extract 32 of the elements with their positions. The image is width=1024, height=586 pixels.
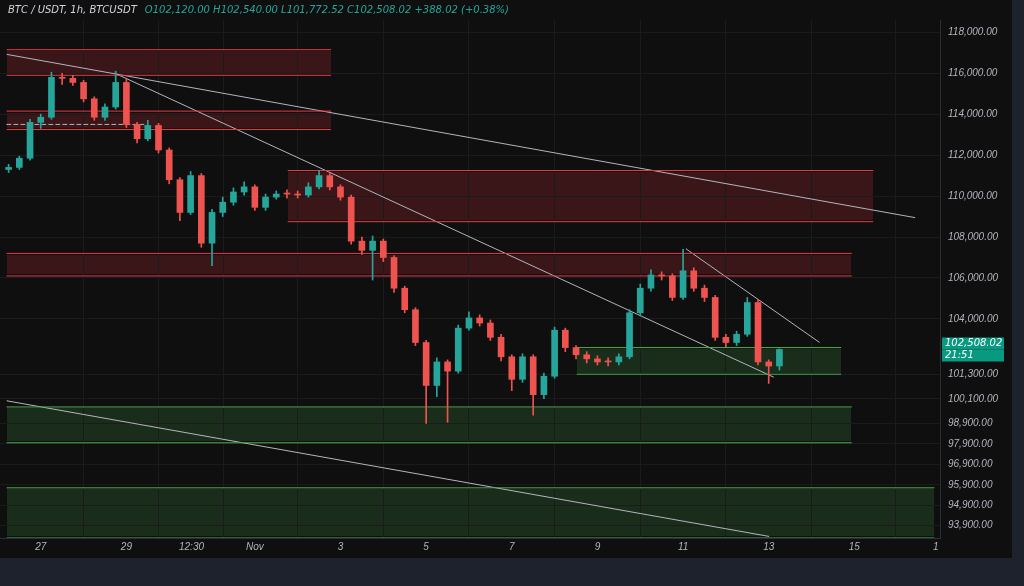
y-tick-label: 114,000.00 bbox=[948, 107, 998, 119]
y-tick-label: 93,900.00 bbox=[948, 519, 993, 531]
y-tick-label: 116,000.00 bbox=[948, 67, 998, 79]
y-tick-label: 94,900.00 bbox=[948, 499, 993, 511]
y-tick-label: 96,900.00 bbox=[948, 458, 993, 470]
y-tick-label: 101,300.00 bbox=[948, 367, 999, 379]
x-tick-label: 13 bbox=[763, 540, 775, 552]
text: 21:51 bbox=[945, 349, 974, 361]
y-tick-label: 100,100.00 bbox=[948, 392, 999, 404]
y-tick-label: 104,000.00 bbox=[948, 312, 999, 324]
y-tick-label: 112,000.00 bbox=[948, 148, 998, 160]
y-tick-label: 108,000.00 bbox=[948, 230, 999, 242]
y-tick-label: 118,000.00 bbox=[948, 26, 998, 38]
x-tick-label: 29 bbox=[119, 540, 133, 552]
x-tick-label: Nov bbox=[245, 540, 265, 552]
y-tick-label: 95,900.00 bbox=[948, 478, 993, 490]
x-tick-label: 9 bbox=[594, 540, 601, 552]
x-tick-label: 12:30 bbox=[178, 540, 205, 552]
x-tick-label: 27 bbox=[34, 540, 47, 552]
y-tick-label: 98,900.00 bbox=[948, 417, 993, 429]
x-tick-label: 5 bbox=[423, 540, 430, 552]
y-tick-label: 110,000.00 bbox=[948, 189, 998, 201]
x-tick-label: 15 bbox=[848, 540, 861, 552]
y-tick-label: 106,000.00 bbox=[948, 271, 999, 283]
x-tick-label: 3 bbox=[337, 540, 344, 552]
chart-subtitle: O102,120.00 H102,540.00 L101,772.52 C102,508.02 +388.02 (+0.38%) bbox=[144, 4, 509, 15]
x-tick-label: 11 bbox=[677, 540, 689, 552]
y-tick-label: 97,900.00 bbox=[948, 437, 993, 449]
x-tick-label: 1 bbox=[932, 540, 939, 552]
x-tick-label: 7 bbox=[509, 540, 515, 552]
text: 102,508.02 bbox=[945, 337, 1003, 349]
chart-title: BTC / USDT, 1h, BTCUSDT bbox=[8, 4, 137, 15]
